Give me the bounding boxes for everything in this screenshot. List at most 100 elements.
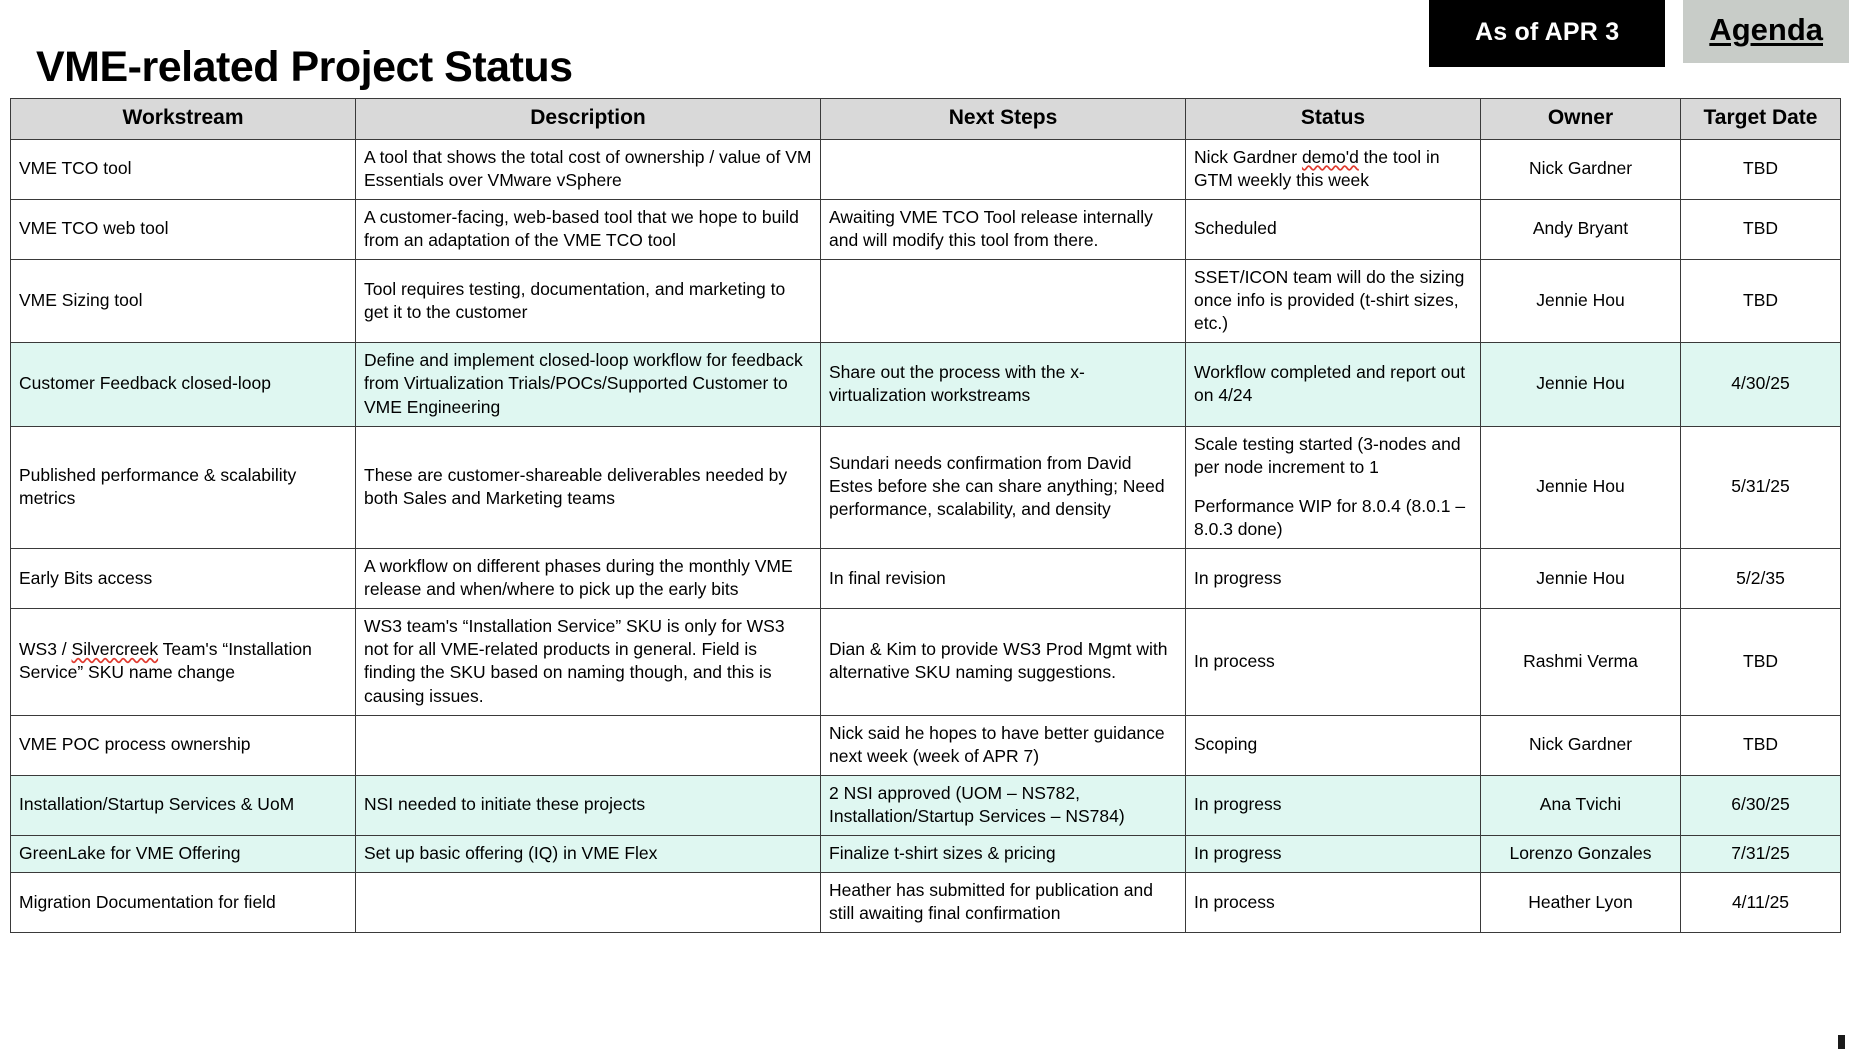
cell-status[interactable]: In progress bbox=[1185, 834, 1481, 874]
cell-status[interactable]: SSET/ICON team will do the sizing once i… bbox=[1185, 259, 1481, 344]
table-row[interactable]: Early Bits access A workflow on different… bbox=[10, 548, 1841, 610]
project-status-table: Workstream Description Next Steps Status… bbox=[10, 98, 1841, 934]
status-text: In process bbox=[1194, 650, 1275, 671]
cell-description[interactable]: A workflow on different phases during th… bbox=[355, 548, 821, 610]
cell-description[interactable]: WS3 team's “Installation Service” SKU is… bbox=[355, 608, 821, 716]
cell-status[interactable]: In progress bbox=[1185, 548, 1481, 610]
column-header-status[interactable]: Status bbox=[1185, 98, 1481, 140]
table-row[interactable]: VME Sizing tool Tool requires testing, do… bbox=[10, 259, 1841, 344]
cell-description[interactable]: Tool requires testing, documentation, an… bbox=[355, 259, 821, 344]
status-text: In process bbox=[1194, 891, 1275, 912]
status-text: In progress bbox=[1194, 794, 1282, 815]
cell-target-date[interactable]: 4/30/25 bbox=[1680, 342, 1841, 427]
cell-owner[interactable]: Heather Lyon bbox=[1480, 872, 1681, 934]
cell-status[interactable]: In process bbox=[1185, 608, 1481, 716]
cell-description[interactable]: A tool that shows the total cost of owne… bbox=[355, 138, 821, 200]
status-text: In progress bbox=[1194, 567, 1282, 588]
spellcheck-word: Silvercreek bbox=[71, 639, 159, 660]
cell-description[interactable] bbox=[355, 872, 821, 934]
column-header-workstream[interactable]: Workstream bbox=[10, 98, 356, 140]
column-header-target-date[interactable]: Target Date bbox=[1680, 98, 1841, 140]
cell-status[interactable]: Nick Gardner demo'd the tool in GTM week… bbox=[1185, 138, 1481, 200]
table-row[interactable]: VME TCO web tool A customer-facing, web-b… bbox=[10, 198, 1841, 261]
status-text: Workflow completed and report out on 4/2… bbox=[1194, 361, 1466, 406]
cell-owner[interactable]: Jennie Hou bbox=[1480, 342, 1681, 427]
agenda-link-badge[interactable]: Agenda bbox=[1683, 0, 1849, 63]
cell-next-steps[interactable]: Share out the process with the x-virtual… bbox=[820, 342, 1186, 427]
table-row[interactable]: Migration Documentation for field Heather… bbox=[10, 872, 1841, 934]
cell-target-date[interactable]: 7/31/25 bbox=[1680, 834, 1841, 874]
cell-next-steps[interactable]: Heather has submitted for publication an… bbox=[820, 872, 1186, 934]
cell-target-date[interactable]: 4/11/25 bbox=[1680, 872, 1841, 934]
cell-workstream[interactable]: Migration Documentation for field bbox=[10, 872, 356, 934]
as-of-date-badge: As of APR 3 bbox=[1428, 0, 1666, 67]
cell-target-date[interactable]: TBD bbox=[1680, 714, 1841, 776]
cell-next-steps[interactable]: Dian & Kim to provide WS3 Prod Mgmt with… bbox=[820, 608, 1186, 716]
table-row[interactable]: GreenLake for VME Offering Set up basic o… bbox=[10, 834, 1841, 874]
header-badges: As of APR 3 Agenda bbox=[1428, 0, 1849, 67]
cell-next-steps[interactable]: Finalize t-shirt sizes & pricing bbox=[820, 834, 1186, 874]
cell-next-steps[interactable]: Sundari needs confirmation from David Es… bbox=[820, 425, 1186, 550]
cell-target-date[interactable]: TBD bbox=[1680, 138, 1841, 200]
status-table-container: Workstream Description Next Steps Status… bbox=[10, 98, 1841, 934]
cell-description[interactable] bbox=[355, 714, 821, 776]
column-header-owner[interactable]: Owner bbox=[1480, 98, 1681, 140]
status-text-secondary: Performance WIP for 8.0.4 (8.0.1 – 8.0.3… bbox=[1194, 495, 1466, 539]
cell-owner[interactable]: Nick Gardner bbox=[1480, 138, 1681, 200]
cell-status[interactable]: Scoping bbox=[1185, 714, 1481, 776]
cell-next-steps[interactable]: 2 NSI approved (UOM – NS782, Installatio… bbox=[820, 774, 1186, 836]
cell-owner[interactable]: Andy Bryant bbox=[1480, 198, 1681, 261]
cell-workstream[interactable]: GreenLake for VME Offering bbox=[10, 834, 356, 874]
cell-workstream[interactable]: Published performance & scalability metr… bbox=[10, 425, 356, 550]
cell-description[interactable]: NSI needed to initiate these projects bbox=[355, 774, 821, 836]
cell-owner[interactable]: Jennie Hou bbox=[1480, 259, 1681, 344]
cell-status[interactable]: Scheduled bbox=[1185, 198, 1481, 261]
cell-description[interactable]: Set up basic offering (IQ) in VME Flex bbox=[355, 834, 821, 874]
cell-target-date[interactable]: TBD bbox=[1680, 198, 1841, 261]
status-text: Nick Gardner demo'd the tool in GTM week… bbox=[1194, 146, 1440, 190]
cell-workstream[interactable]: Installation/Startup Services & UoM bbox=[10, 774, 356, 836]
cell-description[interactable]: These are customer-shareable deliverable… bbox=[355, 425, 821, 550]
status-text: In progress bbox=[1194, 842, 1282, 863]
cell-target-date[interactable]: 5/2/35 bbox=[1680, 548, 1841, 610]
table-row[interactable]: VME TCO tool A tool that shows the total … bbox=[10, 138, 1841, 200]
cell-target-date[interactable]: TBD bbox=[1680, 259, 1841, 344]
cell-description[interactable]: Define and implement closed-loop workflo… bbox=[355, 342, 821, 427]
table-row[interactable]: WS3 / Silvercreek Team's “Installation S… bbox=[10, 608, 1841, 716]
cell-status[interactable]: In process bbox=[1185, 872, 1481, 934]
table-row[interactable]: Customer Feedback closed-loop Define and … bbox=[10, 342, 1841, 427]
table-row[interactable]: VME POC process ownership Nick said he ho… bbox=[10, 714, 1841, 776]
cell-target-date[interactable]: 6/30/25 bbox=[1680, 774, 1841, 836]
table-row[interactable]: Installation/Startup Services & UoM NSI n… bbox=[10, 774, 1841, 836]
cell-target-date[interactable]: 5/31/25 bbox=[1680, 425, 1841, 550]
cell-next-steps[interactable] bbox=[820, 138, 1186, 200]
cell-description[interactable]: A customer-facing, web-based tool that w… bbox=[355, 198, 821, 261]
cell-owner[interactable]: Lorenzo Gonzales bbox=[1480, 834, 1681, 874]
cell-target-date[interactable]: TBD bbox=[1680, 608, 1841, 716]
cell-workstream[interactable]: VME POC process ownership bbox=[10, 714, 356, 776]
cell-workstream[interactable]: VME TCO tool bbox=[10, 138, 356, 200]
cell-owner[interactable]: Nick Gardner bbox=[1480, 714, 1681, 776]
cell-workstream[interactable]: WS3 / Silvercreek Team's “Installation S… bbox=[10, 608, 356, 716]
table-body: VME TCO tool A tool that shows the total … bbox=[10, 138, 1841, 934]
cell-owner[interactable]: Jennie Hou bbox=[1480, 425, 1681, 550]
table-row[interactable]: Published performance & scalability metr… bbox=[10, 425, 1841, 550]
cell-status[interactable]: Scale testing started (3-nodes and per n… bbox=[1185, 425, 1481, 550]
cell-status[interactable]: Workflow completed and report out on 4/2… bbox=[1185, 342, 1481, 427]
status-text: SSET/ICON team will do the sizing once i… bbox=[1194, 267, 1465, 334]
cell-owner[interactable]: Rashmi Verma bbox=[1480, 608, 1681, 716]
column-header-description[interactable]: Description bbox=[355, 98, 821, 140]
cell-workstream[interactable]: VME TCO web tool bbox=[10, 198, 356, 261]
cell-status[interactable]: In progress bbox=[1185, 774, 1481, 836]
cell-next-steps[interactable]: Awaiting VME TCO Tool release internally… bbox=[820, 198, 1186, 261]
cell-workstream[interactable]: Early Bits access bbox=[10, 548, 356, 610]
cell-next-steps[interactable]: Nick said he hopes to have better guidan… bbox=[820, 714, 1186, 776]
cell-next-steps[interactable]: In final revision bbox=[820, 548, 1186, 610]
cell-workstream[interactable]: VME Sizing tool bbox=[10, 259, 356, 344]
cell-next-steps[interactable] bbox=[820, 259, 1186, 344]
cell-workstream[interactable]: Customer Feedback closed-loop bbox=[10, 342, 356, 427]
column-header-next-steps[interactable]: Next Steps bbox=[820, 98, 1186, 140]
cell-owner[interactable]: Ana Tvichi bbox=[1480, 774, 1681, 836]
cell-owner[interactable]: Jennie Hou bbox=[1480, 548, 1681, 610]
status-text: Scale testing started (3-nodes and per n… bbox=[1194, 433, 1461, 477]
